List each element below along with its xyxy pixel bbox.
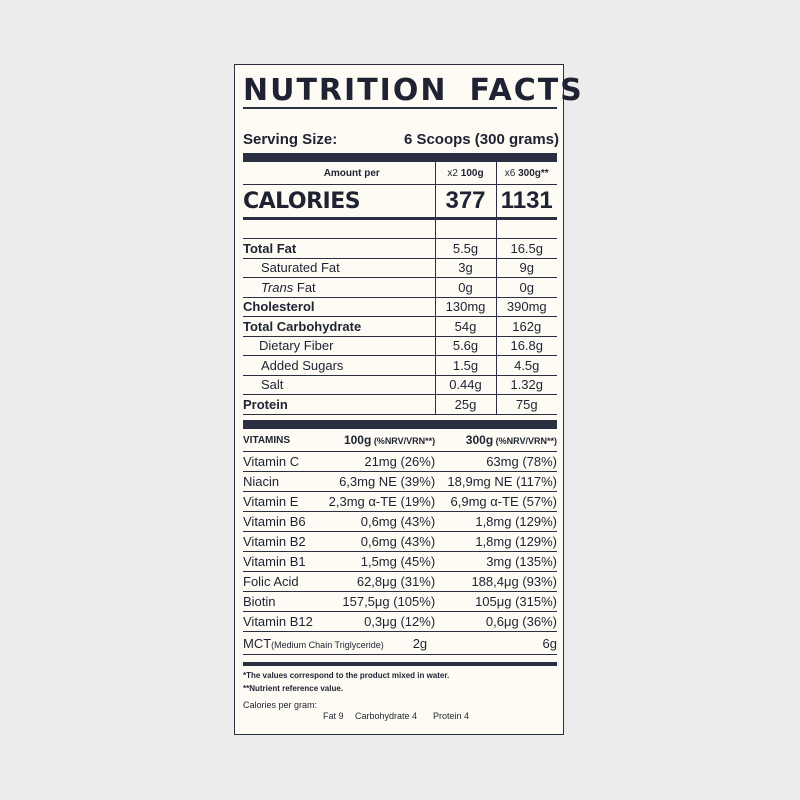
nutrient-row: Protein 25g 75g [243,394,557,415]
calories-col2: 1131 [495,184,557,220]
column-header-row: Amount per x2 100g x6 300g** [243,162,557,185]
col2-header: x6 300g** [495,162,557,185]
page-title: NUTRITION FACTS [243,73,584,108]
calories-col1: 377 [434,184,496,220]
serving-size: Serving Size: 6 Scoops (300 grams) [243,131,559,148]
mct-row: MCT(Medium Chain Triglyceride) 2g 6g [243,631,557,655]
calories-label: CALORIES [243,184,435,220]
vitamins-header-row: VITAMINS 100g (%NRV/VRN**) 300g (%NRV/VR… [243,429,557,452]
vitamins-table: VITAMINS 100g (%NRV/VRN**) 300g (%NRV/VR… [243,429,557,655]
divider-thick [243,153,557,162]
footnote-1: *The values correspond to the product mi… [243,671,450,680]
vitamin-row: Niacin 6,3mg NE (39%) 18,9mg NE (117%) [243,471,557,492]
nutrition-facts-panel: NUTRITION FACTS Serving Size: 6 Scoops (3… [234,64,584,735]
nutrient-row: Total Carbohydrate 54g 162g [243,316,557,337]
calories-per-gram-label: Calories per gram: [243,700,318,710]
nutrition-table: Amount per x2 100g x6 300g** CALORIES 37… [243,162,557,415]
vitamin-row: Folic Acid 62,8μg (31%) 188,4μg (93%) [243,571,557,592]
nutrient-row: Salt 0.44g 1.32g [243,375,557,395]
nutrient-row: Trans Fat 0g 0g [243,277,557,298]
divider-medium [243,662,557,666]
col1-header: x2 100g [434,162,496,185]
nutrient-row: Cholesterol 130mg 390mg [243,297,557,317]
title-rule [243,107,557,109]
calories-carbohydrate: Carbohydrate 4 [355,711,418,721]
calories-protein: Protein 4 [433,711,470,721]
calories-fat: Fat 9 [323,711,344,721]
nutrient-row: Saturated Fat 3g 9g [243,258,557,278]
calories-row: CALORIES 377 1131 [243,184,557,220]
footnote-2: **Nutrient reference value. [243,684,344,693]
amount-per-label: Amount per [243,162,435,185]
vitamin-row: Vitamin C 21mg (26%) 63mg (78%) [243,451,557,472]
vitamin-row: Vitamin B2 0,6mg (43%) 1,8mg (129%) [243,531,557,552]
nutrient-row: Added Sugars 1.5g 4.5g [243,355,557,376]
divider-thick [243,420,557,429]
nutrient-row: Dietary Fiber 5.6g 16.8g [243,336,557,356]
vitamin-row: Biotin 157,5μg (105%) 105μg (315%) [243,591,557,612]
vitamin-row: Vitamin B6 0,6mg (43%) 1,8mg (129%) [243,511,557,532]
vitamin-row: Vitamin B12 0,3μg (12%) 0,6μg (36%) [243,611,557,632]
vitamin-row: Vitamin E 2,3mg α-TE (19%) 6,9mg α-TE (57%… [243,491,557,512]
spacer-row [243,218,557,239]
vitamin-row: Vitamin B1 1,5mg (45%) 3mg (135%) [243,551,557,572]
nutrient-row: Total Fat 5.5g 16.5g [243,238,557,259]
